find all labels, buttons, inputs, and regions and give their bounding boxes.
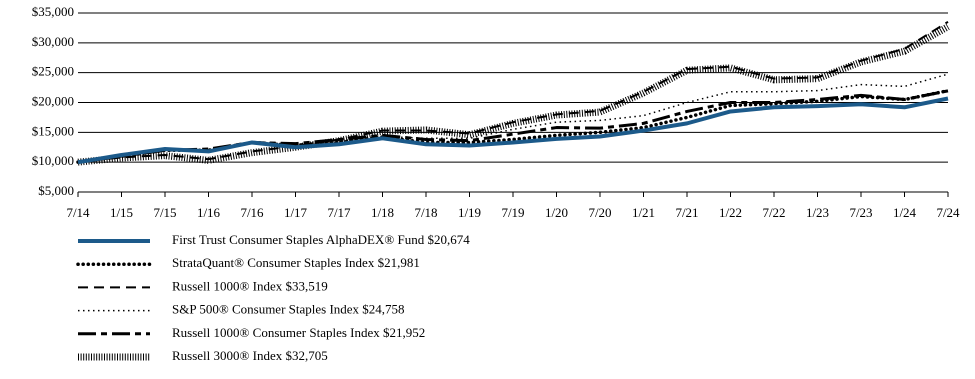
x-tick-label: 1/18: [371, 205, 394, 220]
y-tick-label: $5,000: [38, 183, 74, 198]
y-tick-label: $10,000: [32, 153, 74, 168]
legend-label: Russell 1000® Consumer Staples Index $21…: [172, 325, 425, 340]
y-tick-label: $35,000: [32, 4, 74, 19]
y-tick-label: $30,000: [32, 34, 74, 49]
x-tick-label: 1/21: [632, 205, 655, 220]
x-tick-label: 7/15: [153, 205, 176, 220]
x-tick-label: 1/17: [284, 205, 308, 220]
x-tick-label: 1/22: [719, 205, 742, 220]
legend-label: Russell 1000® Index $33,519: [172, 278, 328, 293]
series-line: [76, 88, 950, 164]
x-tick-label: 7/22: [762, 205, 785, 220]
legend-label: S&P 500® Consumer Staples Index $24,758: [172, 302, 405, 317]
series-line: [77, 23, 950, 166]
x-tick-label: 1/15: [110, 205, 133, 220]
x-tick-label: 1/19: [458, 205, 481, 220]
x-tick-label: 7/18: [414, 205, 437, 220]
series-line: [77, 96, 949, 165]
x-tick-label: 1/24: [893, 205, 917, 220]
x-tick-label: 7/19: [501, 205, 524, 220]
y-tick-label: $15,000: [32, 123, 74, 138]
x-tick-label: 1/23: [806, 205, 829, 220]
x-tick-label: 7/23: [849, 205, 872, 220]
x-tick-label: 7/16: [240, 205, 264, 220]
legend-label: First Trust Consumer Staples AlphaDEX® F…: [172, 232, 470, 247]
y-tick-label: $25,000: [32, 64, 74, 79]
x-tick-label: 7/17: [327, 205, 351, 220]
x-tick-label: 7/14: [66, 205, 90, 220]
x-tick-label: 7/24: [936, 205, 960, 220]
legend-label: Russell 3000® Index $32,705: [172, 348, 328, 363]
series-line: [77, 20, 949, 164]
x-tick-label: 7/20: [588, 205, 611, 220]
x-tick-label: 1/16: [197, 205, 221, 220]
x-tick-label: 1/20: [545, 205, 568, 220]
y-tick-label: $20,000: [32, 93, 74, 108]
x-tick-label: 7/21: [675, 205, 698, 220]
legend-label: StrataQuant® Consumer Staples Index $21,…: [172, 255, 420, 270]
